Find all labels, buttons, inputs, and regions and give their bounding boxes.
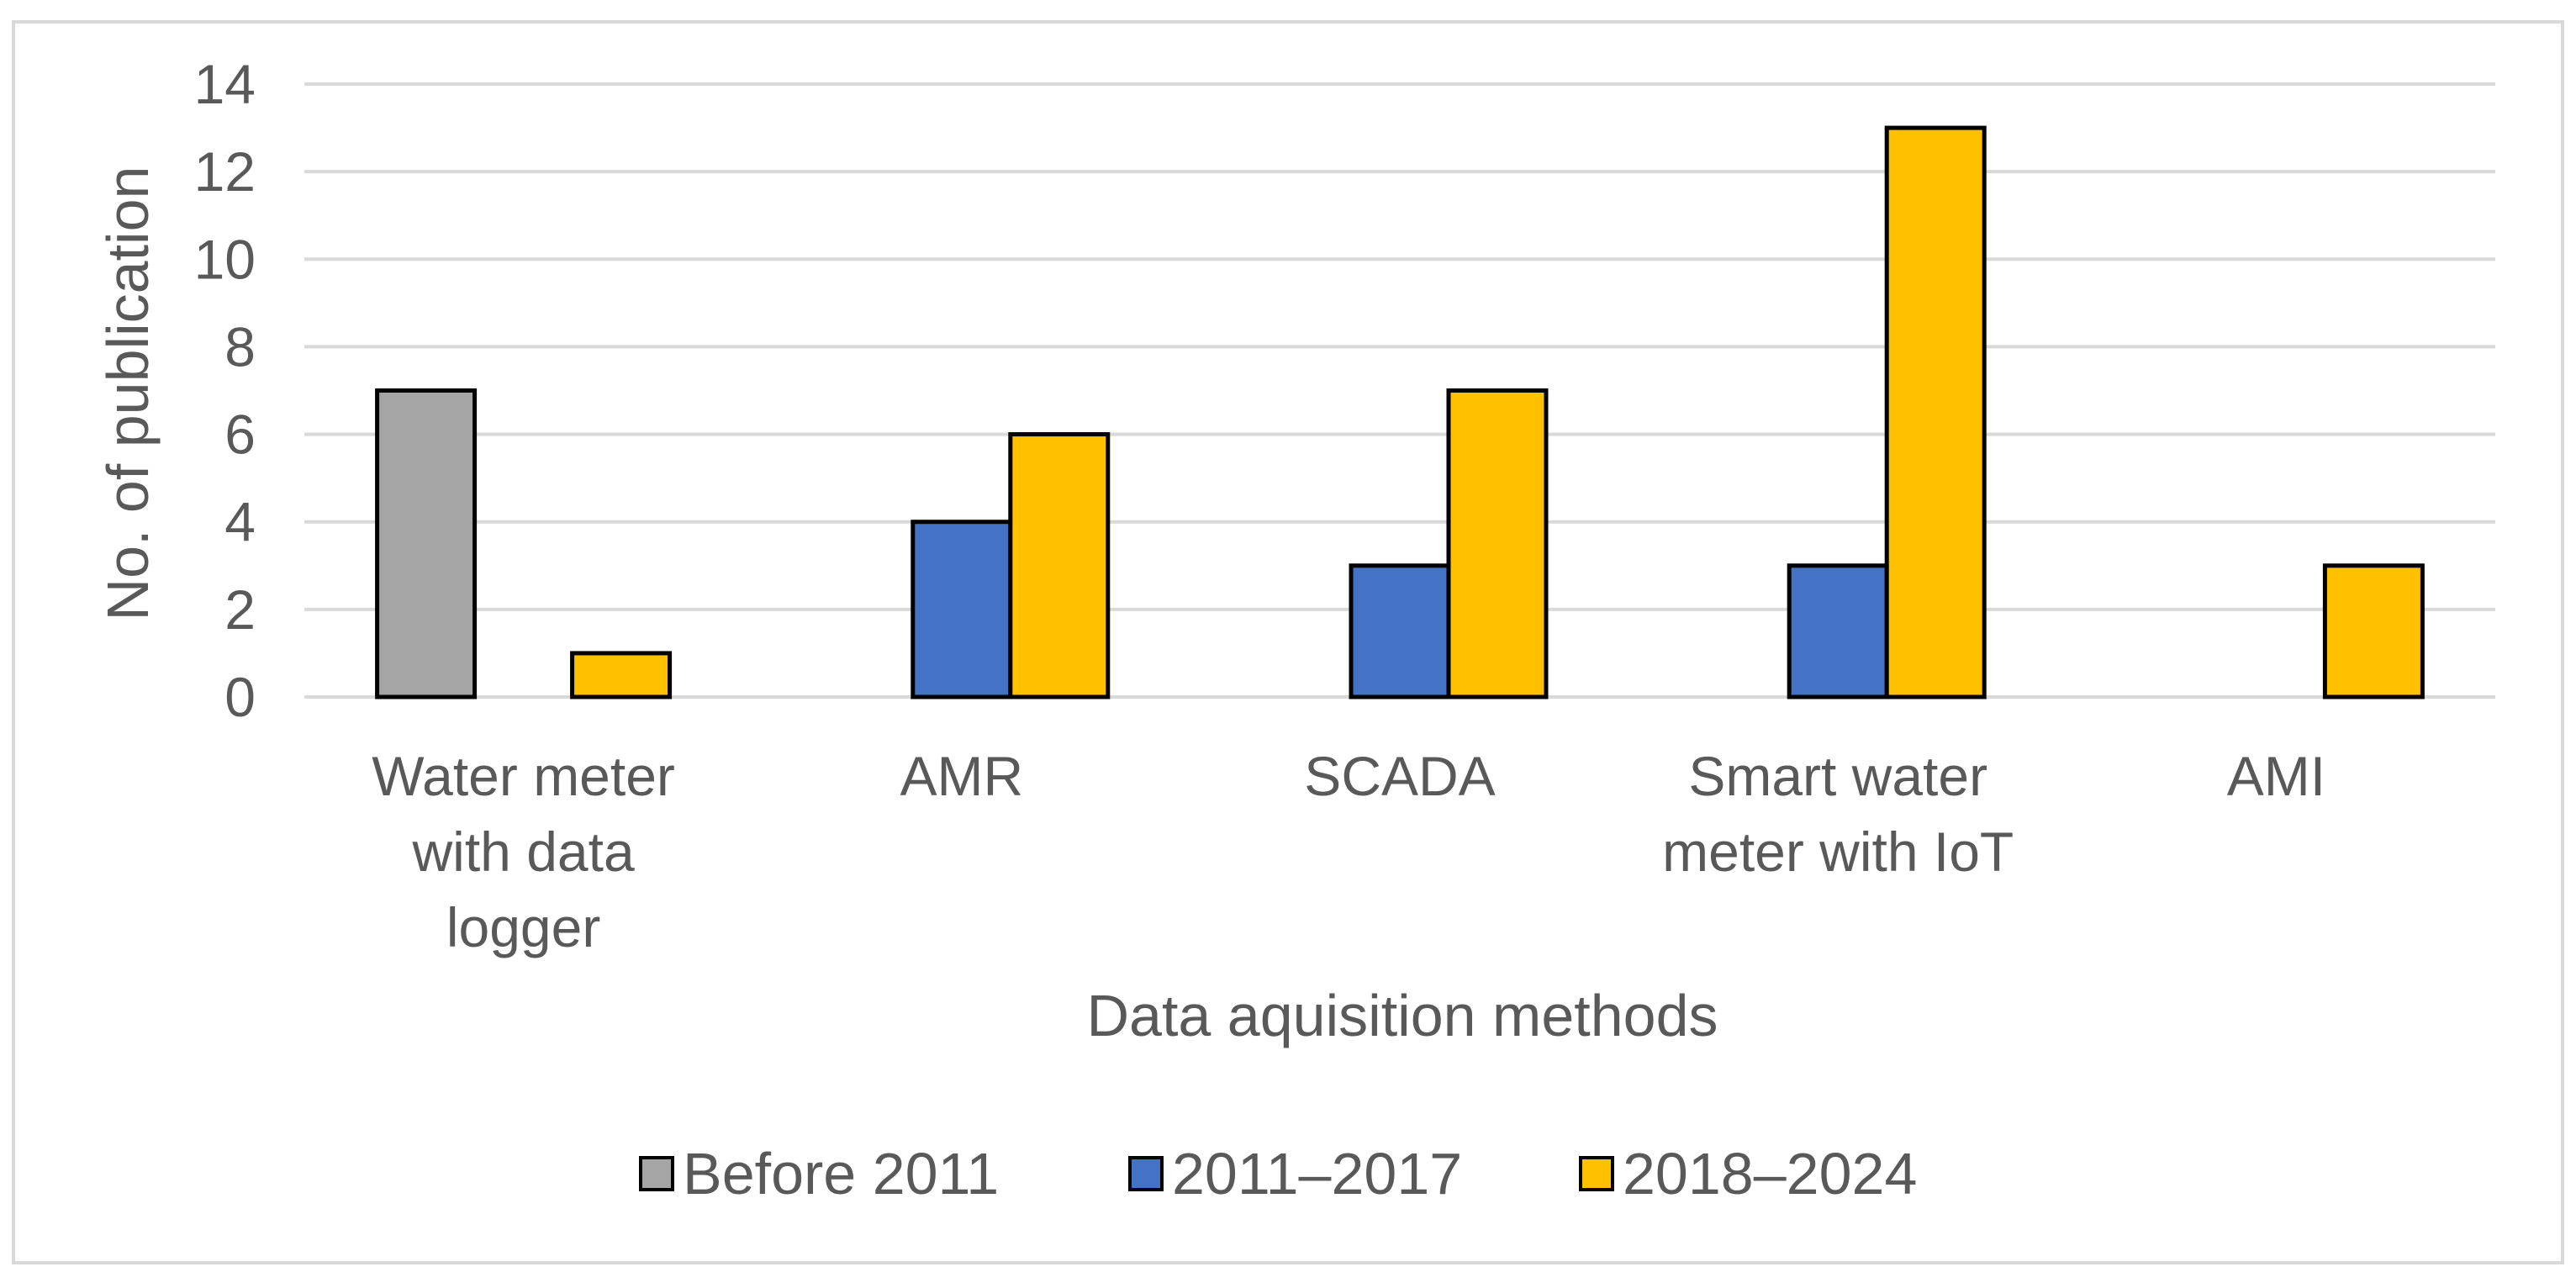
y-tick-label: 4 <box>224 491 256 553</box>
y-tick-label: 10 <box>194 228 256 290</box>
y-axis-ticks: 0 2 4 6 8 10 12 14 <box>194 53 256 728</box>
x-axis-title: Data aquisition methods <box>1087 983 1718 1048</box>
bars <box>375 125 2425 699</box>
x-category-label: Smart water meter with IoT <box>1662 745 2014 883</box>
bar <box>1884 125 1987 699</box>
x-category-label: Water meter with data logger <box>372 745 675 958</box>
legend-swatch <box>639 1156 674 1191</box>
legend: Before 2011 2011–2017 2018–2024 <box>639 1141 1917 1206</box>
bar <box>375 388 478 699</box>
legend-label: 2018–2024 <box>1623 1141 1917 1206</box>
x-category-label: SCADA <box>1304 745 1495 807</box>
bar <box>1008 432 1111 699</box>
y-tick-label: 8 <box>224 315 256 377</box>
x-axis-categories: Water meter with data logger AMR SCADA Smart … <box>372 745 2325 958</box>
y-tick-label: 0 <box>224 666 256 728</box>
legend-swatch <box>1579 1156 1614 1191</box>
bar <box>2322 563 2425 699</box>
y-tick-label: 6 <box>224 404 256 466</box>
y-tick-label: 2 <box>224 578 256 641</box>
y-tick-label: 14 <box>194 53 256 115</box>
bar <box>1446 388 1549 699</box>
y-axis-title: No. of publication <box>95 166 161 621</box>
legend-swatch <box>1128 1156 1164 1191</box>
legend-label: Before 2011 <box>683 1141 999 1206</box>
bar <box>570 651 673 699</box>
bar <box>1349 563 1451 699</box>
x-category-label: AMI <box>2227 745 2325 807</box>
y-tick-label: 12 <box>194 140 256 203</box>
bar <box>911 520 1013 699</box>
legend-label: 2011–2017 <box>1172 1141 1462 1206</box>
bar <box>1787 563 1889 699</box>
x-category-label: AMR <box>900 745 1023 807</box>
